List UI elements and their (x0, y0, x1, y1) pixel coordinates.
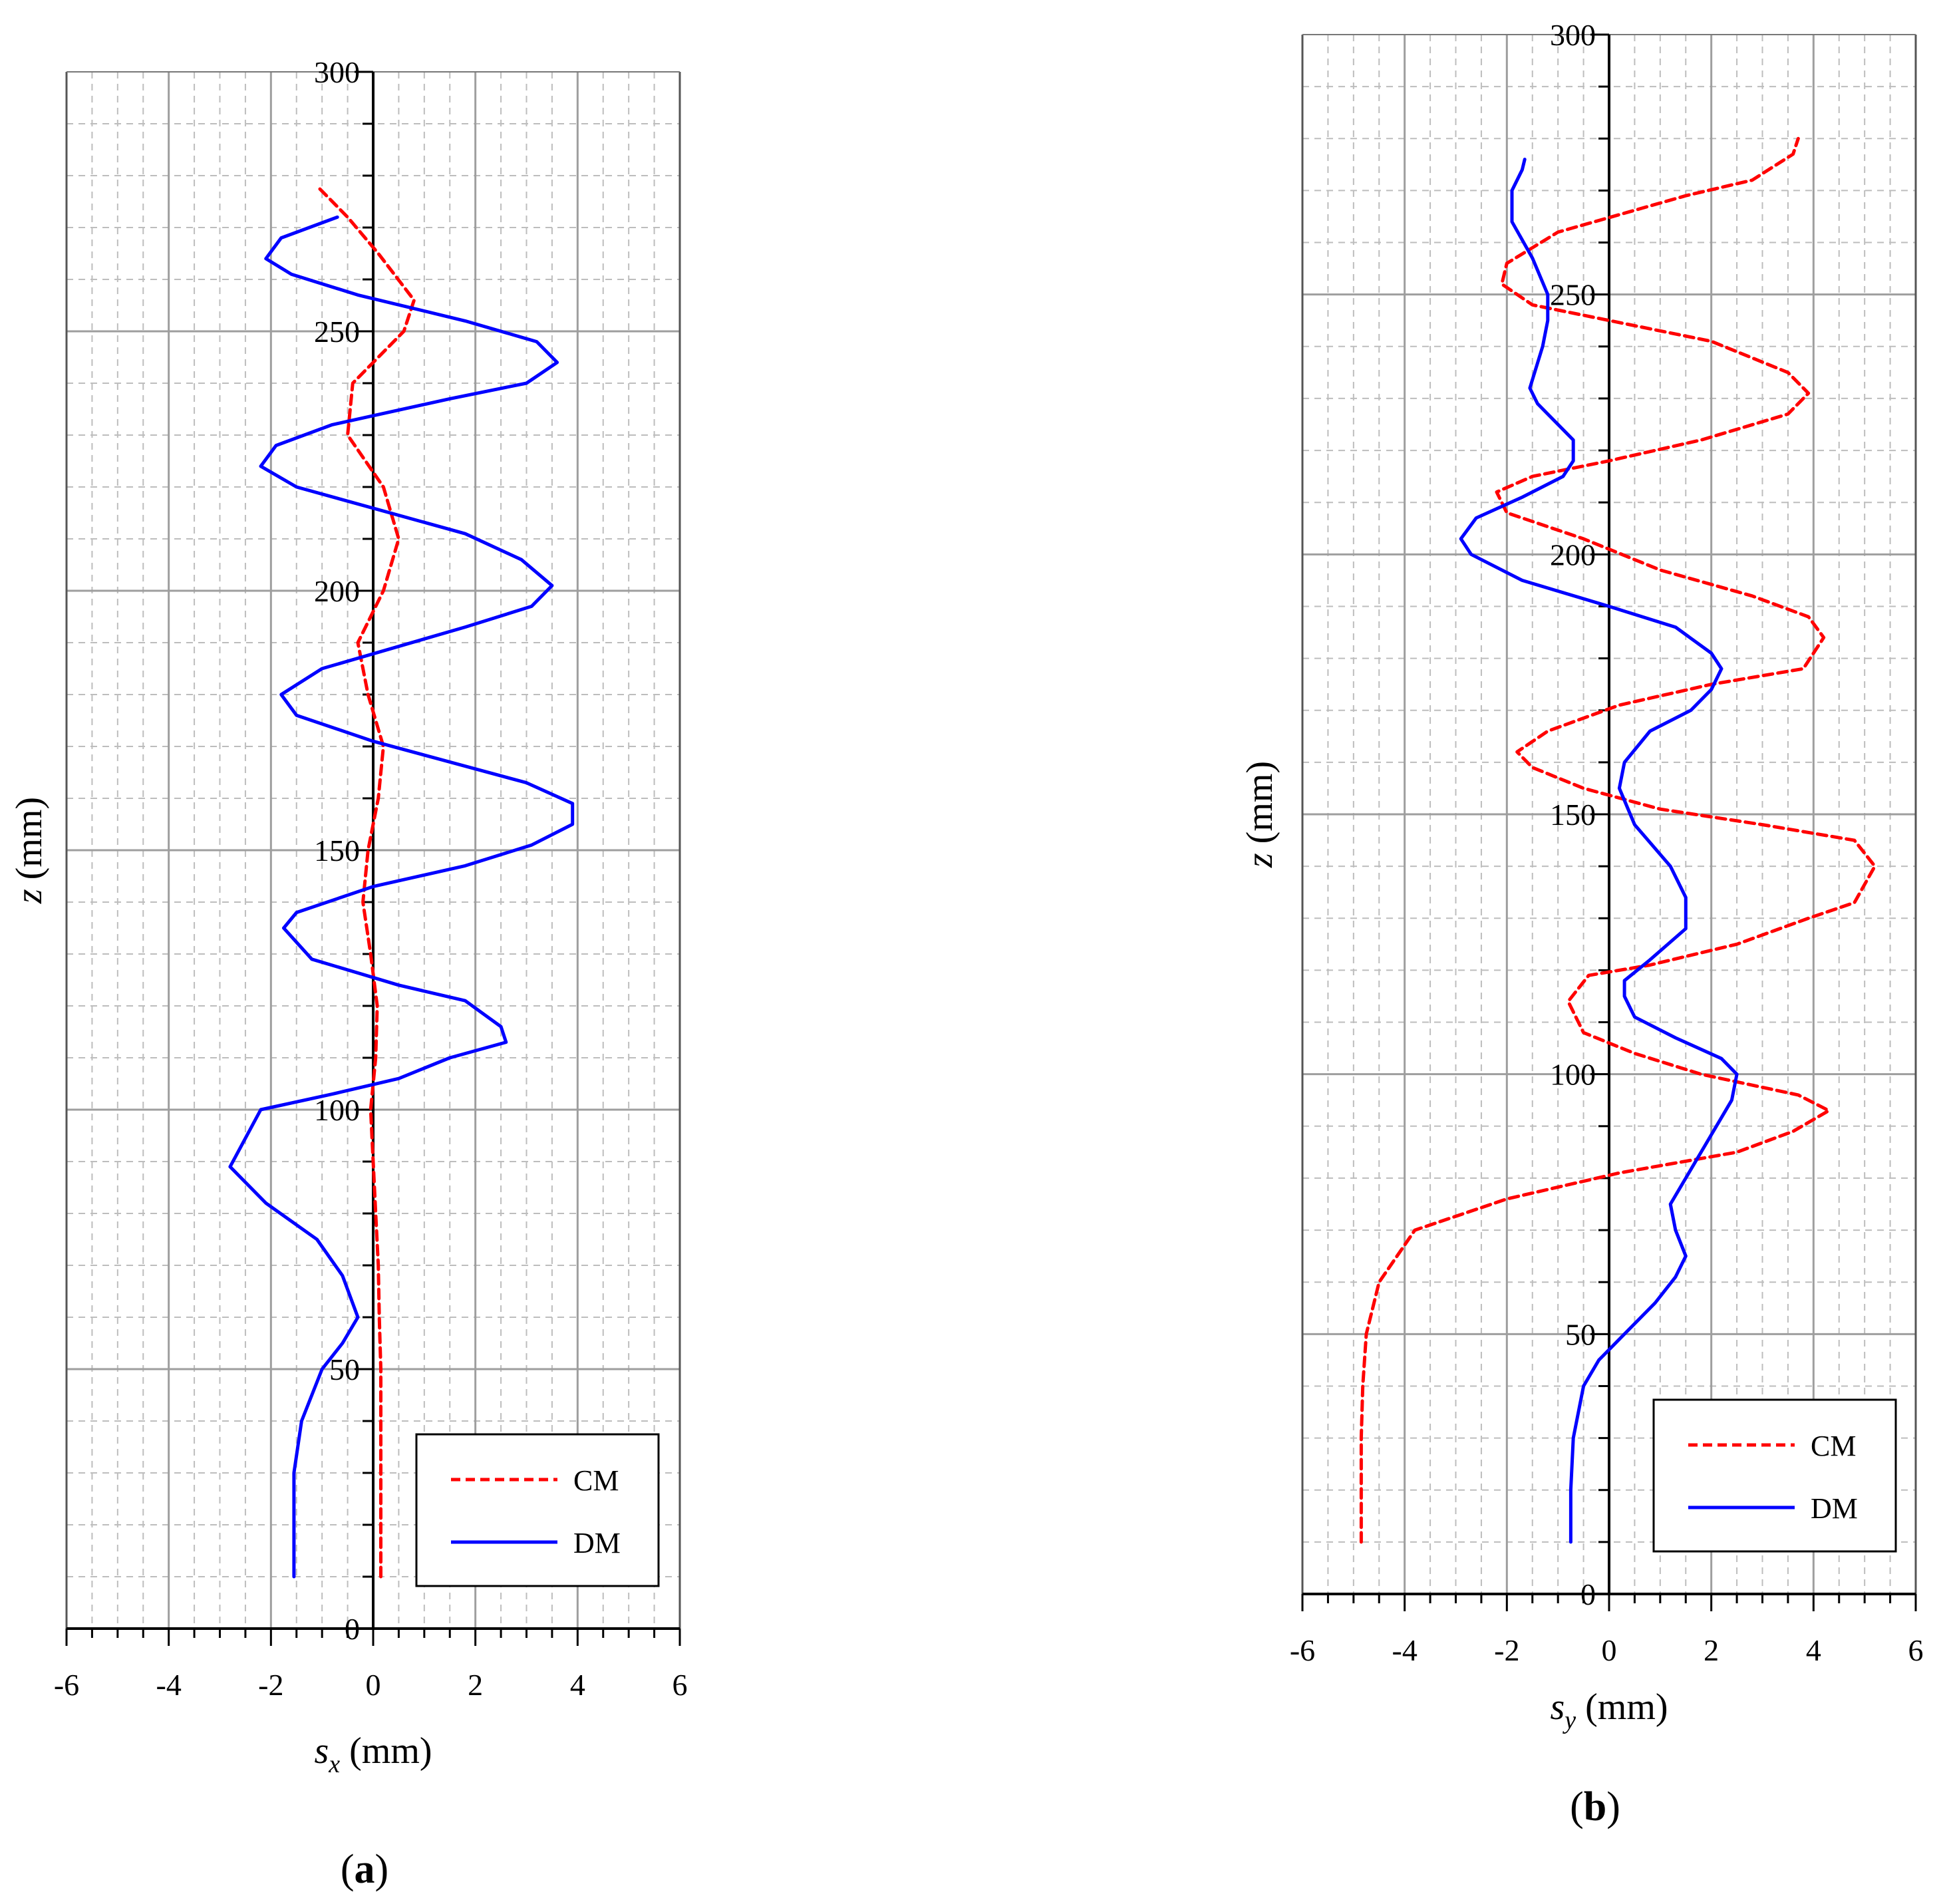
panel-a-x-axis-label: sx (mm) (314, 1730, 432, 1778)
panel-a-legend-label-cm: CM (573, 1464, 619, 1497)
panel-a-z-tick-label: 50 (329, 1352, 360, 1386)
panel-b-legend-label-cm: CM (1811, 1430, 1856, 1462)
panel-a-z-tick-label: 100 (314, 1093, 360, 1127)
panel-b-y-axis-label-var: z (1239, 853, 1280, 868)
panel-b-x-tick-label: -6 (1290, 1633, 1315, 1667)
panel-b-x-tick-label: 4 (1806, 1633, 1821, 1667)
panel-b-caption-letter: b (1584, 1784, 1606, 1829)
panel-a-legend-box (415, 1433, 660, 1587)
panel-a-y-axis-label-unit: (mm) (9, 797, 50, 889)
panel-b-x-tick-label: 2 (1704, 1633, 1719, 1667)
panel-a-y-axis-label: z (mm) (9, 797, 50, 904)
panel-b-z-tick-label: 0 (1580, 1577, 1596, 1611)
panel-a-y-axis-label-var: z (9, 889, 50, 904)
panel-b-z-tick-label: 50 (1565, 1317, 1596, 1351)
panel-b-z-tick-label: 250 (1550, 278, 1596, 312)
panel-b-x-tick-label: -2 (1494, 1633, 1519, 1667)
panel-b-y-axis-label: z (mm) (1239, 761, 1280, 868)
panel-a-x-tick-label: -2 (258, 1668, 283, 1702)
panel-b-x-tick-label: 6 (1908, 1633, 1924, 1667)
panel-a-x-tick-label: -4 (156, 1668, 182, 1702)
panel-b-x-tick-label: 0 (1602, 1633, 1617, 1667)
panel-b-series-dm-line (1459, 158, 1739, 1544)
panel-b-x-axis-label-unit: (mm) (1576, 1686, 1668, 1728)
panel-a-x-axis-label-unit: (mm) (340, 1730, 432, 1772)
panel-b-y-axis-label-unit: (mm) (1239, 761, 1280, 853)
panel-a-series-dm-line (228, 215, 575, 1579)
panel-b-caption-open: ( (1570, 1784, 1584, 1829)
panel-b-z-tick-label: 150 (1550, 798, 1596, 832)
panel-b-z-tick-label: 100 (1550, 1058, 1596, 1092)
panel-b-z-tick-label: 300 (1550, 18, 1596, 52)
panel-a-series-cm-line (315, 184, 416, 1579)
panel-b-caption: (b) (1570, 1784, 1620, 1829)
panel-b-x-axis-label-sub: y (1562, 1706, 1576, 1734)
panel-a-z-tick-label: 300 (314, 55, 360, 89)
panel-a-caption-close: ) (375, 1847, 389, 1892)
panel-b-x-tick-label: -4 (1392, 1633, 1418, 1667)
panel-b-caption-close: ) (1606, 1784, 1620, 1829)
panel-a-x-tick-label: 0 (366, 1668, 381, 1702)
panel-a-x-tick-label: 2 (468, 1668, 483, 1702)
panel-a-x-tick-label: 6 (673, 1668, 688, 1702)
panel-b-legend-label-dm: DM (1811, 1492, 1858, 1525)
panel-a-x-axis-label-sub: x (328, 1750, 340, 1778)
panel-b-x-axis-label-var: s (1550, 1686, 1565, 1728)
panel-a-x-axis-label-var: s (314, 1730, 329, 1772)
panel-b-legend-box (1652, 1398, 1897, 1553)
panel-a-x-tick-label: -6 (54, 1668, 79, 1702)
panel-a-caption: (a) (341, 1847, 388, 1892)
panel-a-z-tick-label: 0 (345, 1612, 360, 1646)
panel-a-caption-letter: a (355, 1847, 375, 1892)
panel-a-x-tick-label: 4 (570, 1668, 585, 1702)
panel-a-caption-open: ( (341, 1847, 355, 1892)
panel-a-legend-label-dm: DM (573, 1527, 621, 1559)
panel-b-z-tick-label: 200 (1550, 538, 1596, 571)
panel-b-x-axis-label: sy (mm) (1550, 1686, 1668, 1734)
panel-a-z-tick-label: 150 (314, 834, 360, 868)
panel-a-z-tick-label: 250 (314, 315, 360, 349)
panel-b-series-cm-line (1359, 136, 1876, 1544)
panel-a-z-tick-label: 200 (314, 574, 360, 608)
